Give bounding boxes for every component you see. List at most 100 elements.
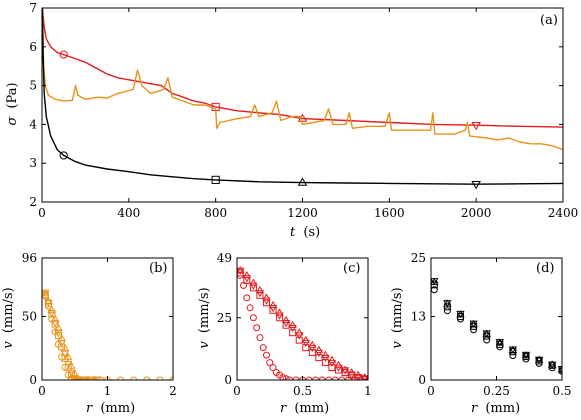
panel-a-ytick-label: 6 (29, 40, 37, 54)
panel-c-triangle-down-point (327, 359, 337, 368)
panel-c-triangle-down-point (288, 324, 297, 333)
panel-c-triangle-down-point (347, 372, 356, 380)
panel-d-ytick-label: 0 (418, 373, 426, 387)
panel-c-circle-point (325, 376, 333, 380)
panel-a-xtick-label: 800 (204, 206, 227, 220)
panel-c-circle-point (282, 375, 290, 380)
panel-c-xtick-label: 1 (364, 384, 372, 398)
panel-d-series-group (431, 277, 562, 375)
panel-b-triangle-up-point (47, 305, 56, 313)
panel-c-triangle-up-point (268, 300, 278, 309)
panel-b-ytick-label: 0 (29, 373, 37, 387)
panel-b-triangle-down-point (57, 340, 66, 348)
panel-c-circle-point (318, 376, 326, 380)
panel-d-velocity-profile: 0 0.25 0.5 0 13 25 (d) r (mm) v (mm/s) (390, 251, 572, 416)
panel-a-ytick-label: 2 (29, 195, 37, 209)
panel-d-xtick-label: 0.25 (483, 384, 510, 398)
panel-d-triangle-down-point (534, 356, 544, 364)
panel-d-ticks: 0 0.25 0.5 0 13 25 (411, 251, 572, 398)
panel-c-triangle-up-point (255, 285, 265, 294)
panel-b-triangle-up-point (91, 375, 97, 380)
panel-a-series-line-1 (42, 8, 563, 151)
panel-c-series-group (237, 266, 368, 380)
panel-a-xtick-label: 1200 (287, 206, 318, 220)
panel-c-triangle-down-point (268, 305, 278, 313)
panel-a-triangle-down-marker (471, 121, 481, 131)
panel-d-ytick-label: 25 (411, 251, 426, 265)
panel-b-triangle-up-point (67, 361, 76, 369)
panel-b-triangle-up-point (50, 314, 60, 322)
panel-c-circle-point (292, 376, 300, 380)
panel-c-triangle-down-point (295, 332, 304, 340)
panel-b-circle-point (117, 376, 125, 380)
panel-b-triangle-up-point (54, 323, 63, 331)
panel-b-label: (b) (149, 261, 167, 276)
panel-c-triangle-up-point (275, 308, 284, 316)
panel-a-square-marker (211, 175, 220, 184)
panel-c-triangle-up-point (354, 370, 363, 378)
panel-c-triangle-up-point (301, 335, 310, 343)
panel-c-triangle-down-point (275, 312, 284, 320)
panel-c-triangle-down-point (281, 319, 291, 328)
panel-c-circle-point (312, 376, 320, 380)
panel-a-series-line-0 (42, 8, 563, 128)
panel-b-velocity-profile: 0 1 2 0 50 96 (b) r (mm) v (mm/s) (1, 251, 177, 416)
panel-a-series-group (42, 8, 563, 190)
panel-c-circle-point (305, 376, 313, 380)
panel-b-plot-area (41, 257, 174, 381)
panel-c-triangle-up-point (308, 340, 317, 348)
panel-c-xtick-label: 0.5 (293, 384, 312, 398)
panel-c-triangle-up-point (347, 368, 356, 376)
panel-d-triangle-down-point (548, 361, 557, 369)
panel-b-ytick-label: 50 (22, 309, 37, 323)
panel-d-triangle-down-point (456, 310, 465, 319)
panel-c-ytick-label: 0 (224, 373, 232, 387)
panel-b-triangle-up-point (78, 375, 84, 380)
panel-d-triangle-down-point (482, 330, 491, 338)
panel-d-square-point (558, 366, 562, 374)
panel-b-ytick-label: 96 (22, 251, 37, 265)
panel-b-triangle-down-point (44, 299, 53, 307)
panel-b-triangle-down-point (50, 320, 60, 328)
panel-c-triangle-up-point (249, 278, 258, 286)
panel-c-triangle-up-point (281, 315, 291, 323)
panel-c-circle-point (331, 376, 339, 380)
panel-c-triangle-down-point (237, 267, 245, 275)
panel-c-triangle-up-point (340, 365, 350, 373)
panel-d-ylabel: v (mm/s) (390, 287, 405, 348)
panel-b-triangle-down-point (42, 289, 50, 297)
panel-b-square-point (94, 376, 102, 380)
panel-c-triangle-down-point (301, 339, 310, 348)
panel-d-xlabel: r (mm) (471, 401, 520, 416)
panel-c-circle-point (262, 351, 270, 359)
panel-b-circle-point (156, 376, 164, 380)
panel-b-ticks: 0 1 2 0 50 96 (22, 251, 177, 398)
panel-d-xtick-label: 0 (427, 384, 435, 398)
panel-d-plot-area (430, 257, 563, 381)
panel-a-ytick-label: 3 (29, 156, 37, 170)
panel-c-triangle-down-point (334, 364, 343, 372)
panel-c-label: (c) (343, 261, 360, 276)
panel-c-circle-point (266, 359, 274, 367)
panel-a-circle-marker (59, 151, 68, 160)
panel-d-label: (d) (536, 261, 554, 276)
panel-d-square-point (443, 303, 451, 311)
panel-d-triangle-down-point (443, 300, 452, 308)
panel-b-triangle-down-point (67, 369, 76, 377)
panel-c-triangle-down-point (314, 349, 324, 358)
panel-b-triangle-up-point (85, 375, 91, 380)
panel-a-xtick-label: 1600 (374, 206, 405, 220)
panel-c-circle-point (243, 294, 251, 302)
panel-c-ylabel: v (mm/s) (197, 287, 212, 348)
panel-d-ytick-label: 13 (411, 310, 426, 324)
panel-c-triangle-up-point (321, 350, 330, 358)
panel-d-circle-point (483, 336, 491, 344)
panel-d-triangle-down-point (469, 320, 478, 328)
panel-b-triangle-down-point (70, 375, 79, 380)
panel-a-label: (a) (540, 13, 558, 28)
panel-b-triangle-up-point (57, 333, 66, 341)
panel-c-triangle-up-point (237, 266, 245, 274)
panel-c-circle-point (279, 374, 287, 380)
panel-c-triangle-down-point (354, 374, 363, 380)
panel-b-circle-point (130, 376, 138, 380)
